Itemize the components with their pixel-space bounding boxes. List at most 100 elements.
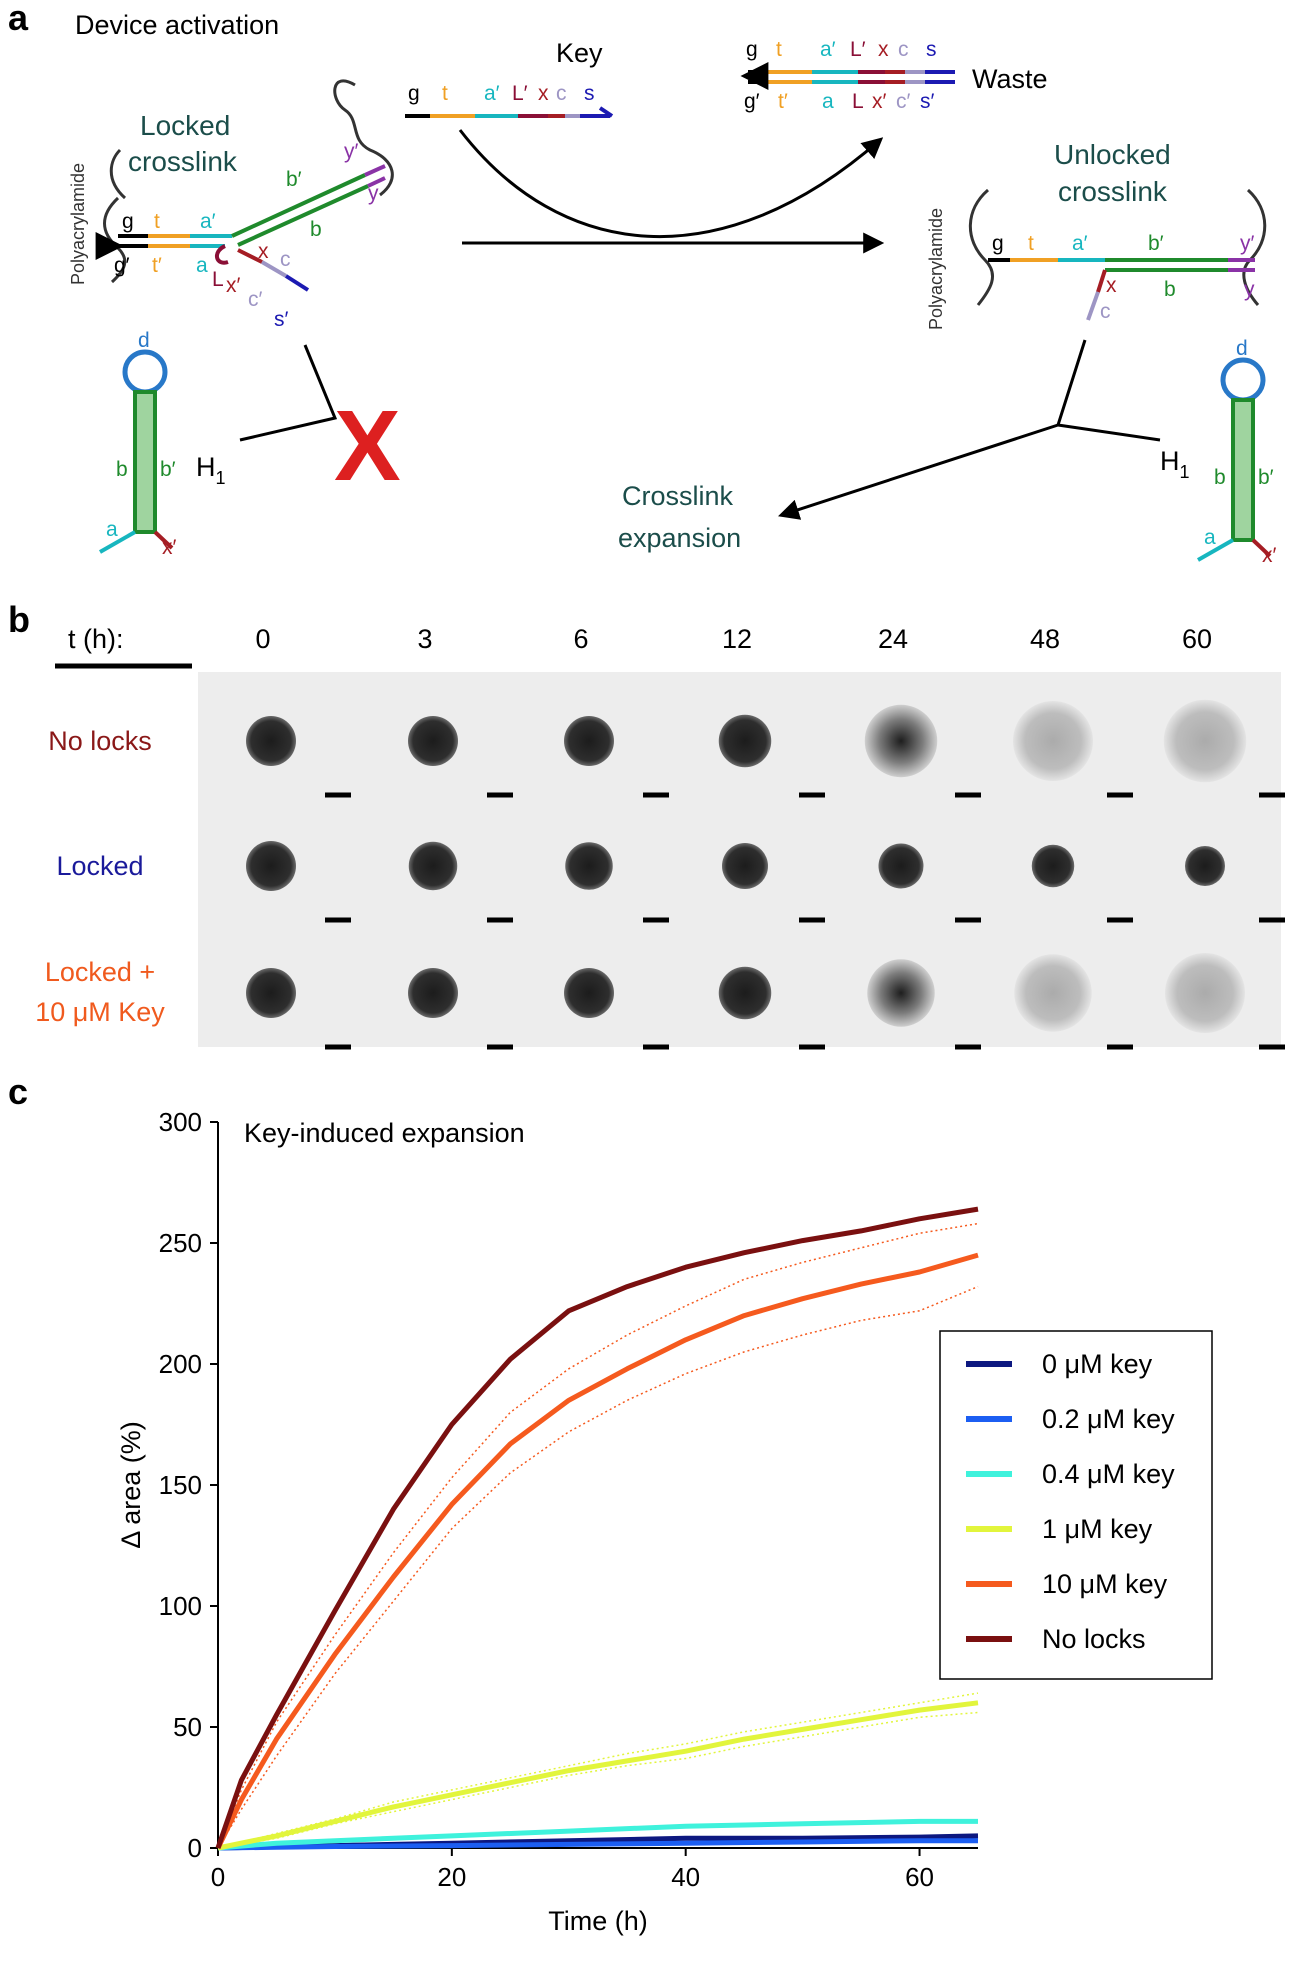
gel-particle — [408, 841, 458, 891]
series-line — [217, 1818, 978, 1851]
row-label: 10 μM Key — [35, 997, 165, 1027]
waste-label-g: g — [746, 38, 758, 61]
legend-label: 0 μM key — [1042, 1349, 1153, 1379]
panel-c: c 0 50 100 150 200 250 300 0 20 40 60 Time (h) Δ are… — [8, 1071, 1213, 1936]
label-b-prime: b′ — [286, 168, 302, 191]
gel-particle — [564, 968, 614, 1018]
label-L: L — [212, 268, 224, 291]
key-label-L-prime: L′ — [512, 82, 528, 105]
time-header: t (h): — [68, 624, 124, 654]
y-tick-label: 300 — [159, 1107, 202, 1137]
gel-particle — [1185, 846, 1225, 886]
strand-y-diag — [367, 176, 386, 188]
waste-label-t: t — [776, 38, 782, 61]
key-title: Key — [556, 38, 603, 68]
hairpin-right-loop — [1220, 357, 1266, 403]
hairpin-left-a-label: a — [106, 518, 118, 541]
waste-label-L: L — [852, 90, 864, 113]
gel-particle — [718, 714, 772, 768]
series-line — [217, 1700, 979, 1851]
unlocked-crosslink-label-2: crosslink — [1058, 176, 1168, 207]
gel-particle — [246, 841, 296, 891]
hairpin-left-a — [99, 530, 136, 554]
gel-particle — [246, 716, 296, 766]
label-a-prime: a′ — [200, 210, 216, 233]
unlocked-label-t: t — [1028, 232, 1034, 255]
hairpin-right-b: b — [1214, 466, 1226, 489]
key-label-t: t — [442, 82, 448, 105]
time-label: 12 — [722, 624, 752, 654]
label-t: t — [154, 210, 160, 233]
gel-particle — [564, 716, 614, 766]
hairpin-right-x-prime-label: x′ — [1262, 544, 1277, 567]
time-label: 0 — [255, 624, 270, 654]
y-tick-label: 0 — [188, 1833, 202, 1863]
panel-a-letter: a — [8, 0, 29, 38]
row-label: Locked + — [45, 957, 155, 987]
waste-label-x-prime: x′ — [872, 90, 887, 113]
y-tick-label: 50 — [173, 1712, 202, 1742]
gel-particle — [246, 968, 296, 1018]
hairpin-left-d: d — [138, 329, 150, 352]
h1-left-sub: 1 — [216, 468, 226, 488]
y-tick-label: 150 — [159, 1470, 202, 1500]
label-x-prime: x′ — [226, 274, 241, 297]
gel-particle — [1031, 844, 1075, 888]
line-chart: 0 50 100 150 200 250 300 0 20 40 60 Time (h) Δ area … — [116, 1107, 1213, 1936]
h1-right-sub: 1 — [1180, 462, 1190, 482]
time-label: 6 — [573, 624, 588, 654]
waste-label-c: c — [898, 38, 909, 61]
waste-label-a: a — [822, 90, 834, 113]
expansion-arrow — [778, 423, 1059, 520]
hairpin-left-x-prime — [153, 530, 174, 550]
label-g: g — [122, 210, 134, 233]
gel-particle — [1013, 701, 1093, 781]
strand-c-prime — [260, 260, 288, 278]
label-c-prime: c′ — [248, 288, 263, 311]
unlocked-x — [1096, 269, 1107, 293]
label-s-prime: s′ — [274, 308, 289, 331]
polyacrylamide-left-label: Polyacrylamide — [68, 163, 88, 285]
label-y-prime: y′ — [344, 140, 359, 163]
polyacrylamide-chain-right-l — [968, 188, 995, 306]
gel-particle — [1165, 953, 1245, 1033]
unlocked-label-c: c — [1100, 300, 1111, 323]
locked-crosslink-label-1: Locked — [140, 110, 230, 141]
row-label: Locked — [56, 851, 143, 881]
expansion-lines — [1056, 339, 1161, 442]
panel-b: b t (h): 0 3 6 12 24 48 60 No locks Locked Locke… — [8, 599, 1285, 1050]
key-label-s: s — [584, 82, 595, 105]
h1-right: H1 — [1160, 446, 1190, 482]
hairpin-right-a — [1197, 538, 1234, 562]
y-axis-label: Δ area (%) — [116, 1421, 146, 1549]
polyacrylamide-chain-right-top — [333, 79, 394, 197]
panel-b-letter: b — [8, 599, 30, 640]
blocked-x-mark: X — [334, 390, 401, 502]
waste-label-c-prime: c′ — [896, 90, 911, 113]
strand-b-diag — [237, 184, 369, 247]
key-label-g: g — [408, 82, 420, 105]
gel-particle — [408, 716, 458, 766]
hairpin-left-loop — [122, 349, 168, 395]
hairpin-right-d: d — [1236, 337, 1248, 360]
y-tick-label: 250 — [159, 1228, 202, 1258]
key-label-x: x — [538, 82, 549, 105]
unlocked-label-a-prime: a′ — [1072, 232, 1088, 255]
waste-label-s: s — [926, 38, 937, 61]
h1-right-main: H — [1160, 446, 1180, 476]
gel-particle — [1163, 699, 1247, 783]
gel-particle — [565, 842, 613, 890]
x-axis-label: Time (h) — [548, 1906, 648, 1936]
waste-label-x: x — [878, 38, 889, 61]
key-label-a-prime: a′ — [484, 82, 500, 105]
waste-label-g-prime: g′ — [744, 90, 760, 113]
y-tick-label: 200 — [159, 1349, 202, 1379]
gel-particle — [867, 959, 935, 1027]
gel-particle — [722, 843, 768, 889]
crosslink-expansion-2: expansion — [618, 523, 741, 553]
legend-label: 1 μM key — [1042, 1514, 1153, 1544]
hairpin-left-b: b — [116, 458, 128, 481]
hairpin-right-stem — [1231, 398, 1255, 542]
label-c: c — [280, 248, 291, 271]
